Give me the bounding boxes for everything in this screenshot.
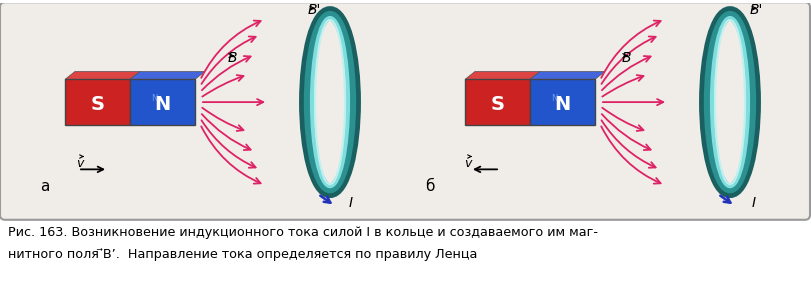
Bar bbox=[130, 79, 195, 125]
Text: v: v bbox=[76, 157, 84, 170]
Text: B': B' bbox=[308, 3, 321, 17]
Text: B: B bbox=[228, 50, 238, 65]
Text: N: N bbox=[551, 94, 558, 103]
Text: нитного поля ⃗B’.  Направление тока определяется по правилу Ленца: нитного поля ⃗B’. Направление тока опред… bbox=[8, 249, 478, 262]
Polygon shape bbox=[530, 71, 605, 79]
Bar bbox=[530, 79, 595, 125]
Text: I: I bbox=[349, 196, 353, 210]
Polygon shape bbox=[65, 71, 140, 79]
Bar bbox=[65, 79, 130, 125]
Text: B: B bbox=[622, 50, 632, 65]
Text: S: S bbox=[491, 95, 504, 114]
FancyBboxPatch shape bbox=[0, 2, 810, 220]
Text: N: N bbox=[154, 95, 170, 114]
Text: I: I bbox=[752, 196, 756, 210]
Text: б: б bbox=[425, 179, 435, 194]
Text: S: S bbox=[91, 95, 105, 114]
Text: Рис. 163. Возникновение индукционного тока силой I в кольце и создаваемого им ма: Рис. 163. Возникновение индукционного то… bbox=[8, 226, 598, 239]
Bar bbox=[465, 79, 530, 125]
Text: N: N bbox=[555, 95, 571, 114]
Polygon shape bbox=[465, 71, 540, 79]
Text: N: N bbox=[152, 94, 157, 103]
Text: B': B' bbox=[750, 3, 763, 17]
Text: а: а bbox=[41, 179, 49, 194]
Text: v: v bbox=[465, 157, 472, 170]
Polygon shape bbox=[130, 71, 205, 79]
